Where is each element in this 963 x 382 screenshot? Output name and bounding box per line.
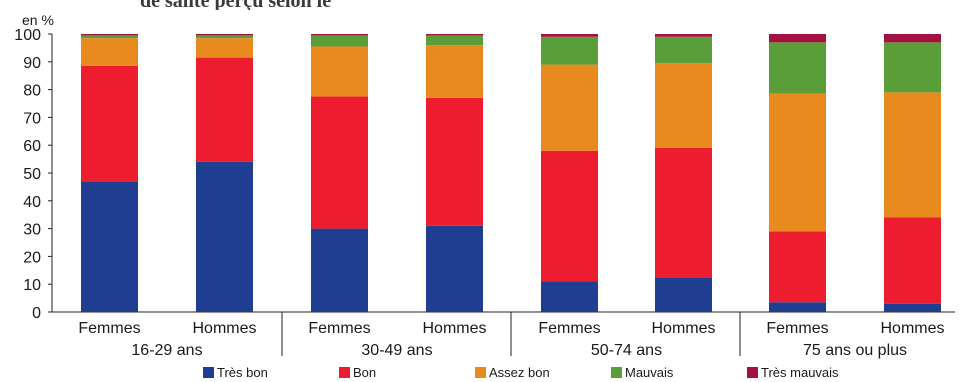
bar-segment — [769, 231, 826, 303]
bar-segment — [541, 150, 598, 282]
bar-segment — [311, 34, 368, 36]
category-label: Hommes — [880, 320, 944, 337]
category-label: Hommes — [192, 320, 256, 337]
bar-segment — [769, 34, 826, 43]
y-tick-label: 20 — [23, 249, 41, 266]
bar-segment — [426, 97, 483, 226]
bar-segment — [884, 303, 941, 312]
bar-segment — [884, 92, 941, 218]
category-label: Femmes — [766, 320, 828, 337]
legend-swatch — [339, 367, 350, 378]
bar-segment — [81, 34, 138, 36]
bar-segment — [426, 34, 483, 36]
y-axis-unit-label: en % — [22, 12, 54, 28]
bar-segment — [655, 36, 712, 64]
legend-swatch — [611, 367, 622, 378]
bar-segment — [426, 225, 483, 312]
group-label: 50-74 ans — [591, 342, 662, 359]
legend-label: Mauvais — [625, 365, 674, 380]
bar-segment — [81, 181, 138, 312]
group-label: 75 ans ou plus — [803, 342, 907, 359]
group-label: 16-29 ans — [131, 342, 202, 359]
bar-segment — [196, 161, 253, 312]
category-label: Femmes — [308, 320, 370, 337]
category-label: Hommes — [651, 320, 715, 337]
bar-segment — [541, 64, 598, 151]
y-tick-label: 60 — [23, 138, 41, 155]
bar-segment — [769, 302, 826, 312]
group-label: 30-49 ans — [361, 342, 432, 359]
bar-segment — [81, 65, 138, 182]
category-label: Femmes — [538, 320, 600, 337]
legend-label: Bon — [353, 365, 376, 380]
header-fragment: de santé perçu selon le genre et l'âge — [140, 0, 331, 10]
y-tick-label: 100 — [14, 27, 41, 44]
bar-segment — [541, 281, 598, 312]
y-tick-label: 40 — [23, 194, 41, 211]
category-labels: Femmes Hommes Femmes Hommes Femmes Hommes Femm… — [78, 320, 944, 359]
y-tick-label: 0 — [32, 305, 41, 322]
category-label: Femmes — [78, 320, 140, 337]
bar-segment — [884, 217, 941, 304]
bar-segment — [426, 45, 483, 98]
legend-swatch — [747, 367, 758, 378]
clipped-header-text: de santé perçu selon le genre et l'âge — [140, 0, 370, 10]
legend-label: Très mauvais — [761, 365, 839, 380]
y-tick-label: 30 — [23, 222, 41, 239]
legend-label: Assez bon — [489, 365, 550, 380]
legend: Très bon Bon Assez bon Mauvais Très mauvais — [203, 365, 839, 380]
legend-swatch — [203, 367, 214, 378]
bars — [81, 34, 941, 312]
bar-segment — [769, 93, 826, 232]
bar-segment — [81, 38, 138, 66]
bar-segment — [769, 42, 826, 94]
category-label: Hommes — [422, 320, 486, 337]
bar-segment — [196, 57, 253, 162]
bar-segment — [426, 35, 483, 46]
y-tick-label: 80 — [23, 83, 41, 100]
bar-segment — [884, 42, 941, 93]
bar-segment — [196, 38, 253, 58]
bar-segment — [311, 96, 368, 229]
bar-segment — [196, 34, 253, 36]
legend-label: Très bon — [217, 365, 268, 380]
bar-segment — [541, 36, 598, 65]
bar-segment — [541, 34, 598, 37]
legend-swatch — [475, 367, 486, 378]
bar-segment — [311, 35, 368, 47]
y-tick-label: 10 — [23, 277, 41, 294]
bar-segment — [196, 35, 253, 39]
bar-segment — [655, 34, 712, 37]
bar-segment — [884, 34, 941, 43]
bar-segment — [311, 228, 368, 312]
bar-segment — [311, 46, 368, 97]
bar-segment — [655, 277, 712, 312]
y-tick-label: 50 — [23, 166, 41, 183]
y-tick-label: 90 — [23, 55, 41, 72]
y-tick-label: 70 — [23, 110, 41, 127]
bar-segment — [655, 147, 712, 278]
bar-segment — [81, 35, 138, 39]
bar-segment — [655, 63, 712, 148]
